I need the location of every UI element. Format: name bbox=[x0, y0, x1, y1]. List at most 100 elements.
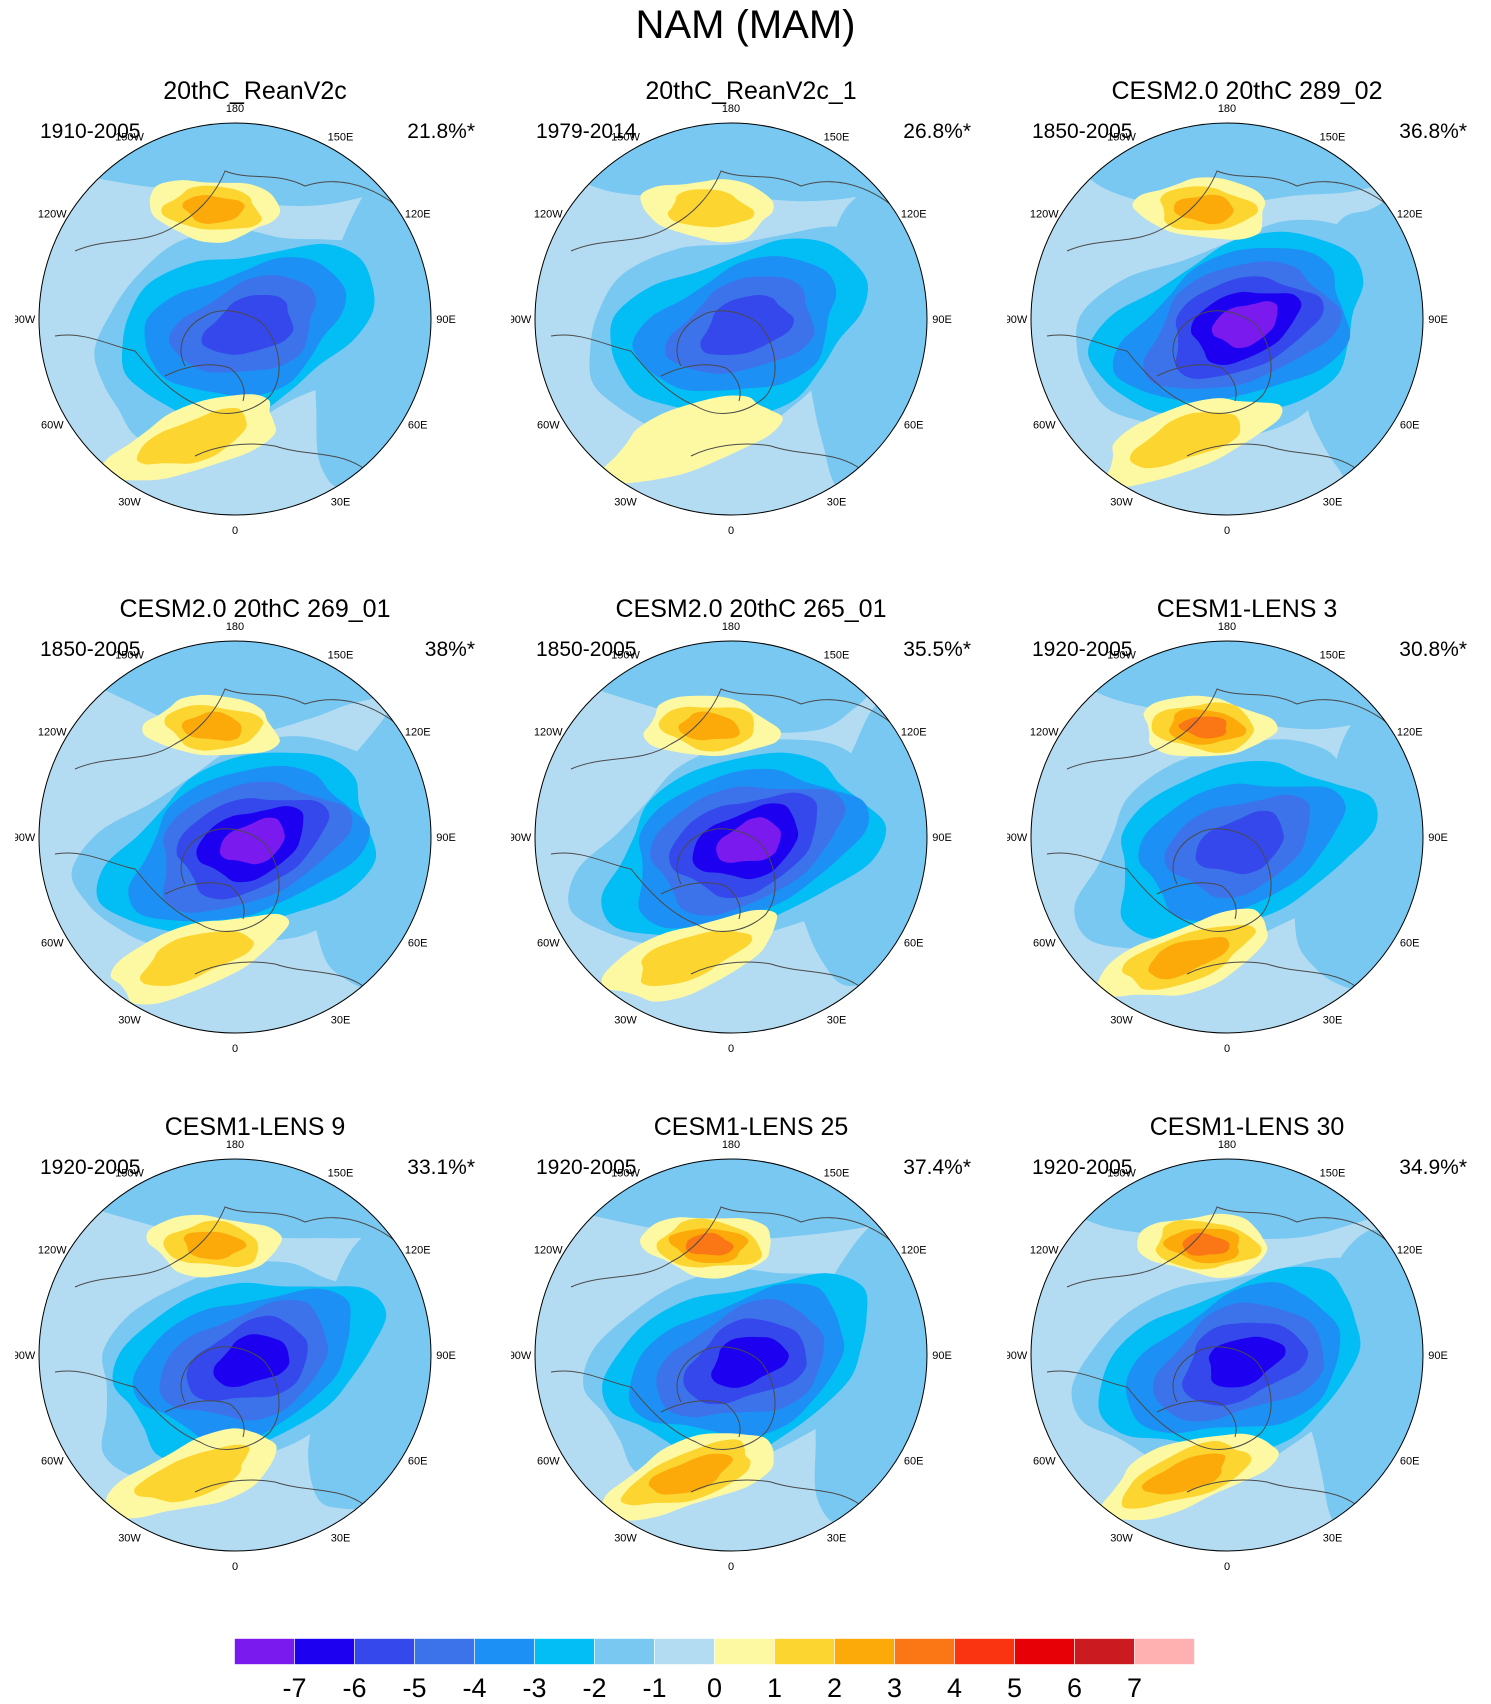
contour-region bbox=[1195, 810, 1284, 875]
longitude-label: 90E bbox=[932, 314, 952, 326]
longitude-label: 150W bbox=[115, 131, 144, 143]
polar-map: 180 150E 120E 90E 60E 30E 0 30W 60W 90W 120W 150W bbox=[15, 103, 456, 537]
longitude-label: 90E bbox=[1428, 1350, 1448, 1362]
longitude-label: 30E bbox=[331, 1533, 351, 1545]
colorbar-swatch bbox=[594, 1638, 655, 1665]
panel-variance: 21.8%* bbox=[407, 120, 475, 143]
longitude-label: 60W bbox=[1033, 938, 1056, 950]
map-boundary bbox=[1030, 122, 1424, 516]
contour-region bbox=[648, 1453, 733, 1495]
colorbar: -7 -6 -5 -4 -3 -2 -1 0 1 2 3 4 5 6 7 bbox=[234, 1638, 1195, 1703]
longitude-label: 90W bbox=[511, 314, 532, 326]
coastline bbox=[164, 1400, 245, 1438]
contour-region bbox=[535, 1159, 927, 1240]
contour-region bbox=[1034, 123, 1415, 208]
polar-map: 180 150E 120E 90E 60E 30E 0 30W 60W 90W 120W 150W bbox=[511, 1139, 952, 1573]
contour-region bbox=[41, 641, 421, 733]
contour-region bbox=[39, 1159, 419, 1239]
colorbar-swatch bbox=[474, 1638, 535, 1665]
coastline bbox=[1156, 1400, 1237, 1438]
longitude-label: 90W bbox=[1007, 314, 1028, 326]
longitude-label: 30W bbox=[118, 497, 141, 509]
panel-period: 1920-2005 bbox=[536, 1156, 637, 1179]
longitude-label: 180 bbox=[1218, 1139, 1236, 1151]
map-panel: CESM2.0 20thC 265_01 1850-2005 35.5%* 18… bbox=[511, 594, 991, 1114]
contour-region bbox=[1182, 1232, 1230, 1256]
map-panel: CESM1-LENS 9 1920-2005 33.1%* 180 150E 120… bbox=[15, 1112, 495, 1632]
panel-period: 1910-2005 bbox=[40, 120, 141, 143]
colorbar-tick-label: -2 bbox=[582, 1673, 606, 1703]
longitude-label: 120W bbox=[534, 209, 563, 221]
contour-region bbox=[183, 1231, 247, 1260]
longitude-label: 30W bbox=[1110, 497, 1133, 509]
contour-region bbox=[667, 189, 755, 228]
colorbar-tick-label: 1 bbox=[767, 1673, 782, 1703]
map-panel: CESM1-LENS 3 1920-2005 30.8%* 180 150E 120… bbox=[1007, 594, 1487, 1114]
contour-region bbox=[685, 1232, 734, 1256]
map-panel: CESM1-LENS 30 1920-2005 34.9%* 180 150E 12… bbox=[1007, 1112, 1487, 1632]
longitude-label: 30E bbox=[827, 497, 847, 509]
contour-region bbox=[1038, 1159, 1423, 1240]
panel-period: 1920-2005 bbox=[40, 1156, 141, 1179]
coastline bbox=[1066, 1206, 1418, 1303]
longitude-label: 150W bbox=[1107, 1167, 1136, 1179]
longitude-label: 0 bbox=[1224, 525, 1230, 537]
colorbar-swatch bbox=[294, 1638, 355, 1665]
panel-title: CESM1-LENS 25 bbox=[653, 1113, 849, 1141]
coastline bbox=[570, 1206, 922, 1303]
coastline bbox=[1066, 170, 1418, 267]
longitude-label: 120E bbox=[1397, 727, 1423, 739]
contour-region bbox=[219, 817, 285, 865]
contour-region bbox=[1129, 412, 1241, 469]
panel-variance: 26.8%* bbox=[903, 120, 971, 143]
contour-region bbox=[1178, 716, 1227, 739]
map-boundary bbox=[1030, 640, 1424, 1034]
longitude-label: 120E bbox=[901, 1245, 927, 1257]
longitude-label: 60W bbox=[537, 420, 560, 432]
colorbar-tick-label: -7 bbox=[282, 1673, 306, 1703]
panel-variance: 35.5%* bbox=[903, 638, 971, 661]
colorbar-tick-label: -3 bbox=[522, 1673, 546, 1703]
longitude-label: 0 bbox=[728, 1043, 734, 1055]
map-boundary bbox=[38, 1158, 432, 1552]
longitude-label: 60W bbox=[537, 1456, 560, 1468]
polar-map: 180 150E 120E 90E 60E 30E 0 30W 60W 90W 120W 150W bbox=[15, 1139, 456, 1573]
polar-map: 180 150E 120E 90E 60E 30E 0 30W 60W 90W 120W 150W bbox=[511, 103, 952, 537]
longitude-label: 30E bbox=[1323, 497, 1343, 509]
map-panel: CESM2.0 20thC 269_01 1850-2005 38%* 180 1… bbox=[15, 594, 495, 1114]
colorbar-swatch bbox=[654, 1638, 715, 1665]
contour-region bbox=[136, 407, 247, 465]
contour-region bbox=[716, 817, 781, 863]
longitude-label: 30W bbox=[1110, 1015, 1133, 1027]
polar-map: 180 150E 120E 90E 60E 30E 0 30W 60W 90W 120W 150W bbox=[15, 621, 456, 1055]
contour-region bbox=[1141, 1453, 1226, 1495]
map-panel: 20thC_ReanV2c 1910-2005 21.8%* 180 150E 12… bbox=[15, 76, 495, 596]
polar-map: 180 150E 120E 90E 60E 30E 0 30W 60W 90W 120W 150W bbox=[1007, 1139, 1448, 1573]
longitude-label: 30E bbox=[827, 1533, 847, 1545]
longitude-label: 60W bbox=[537, 938, 560, 950]
longitude-label: 90W bbox=[511, 832, 532, 844]
longitude-label: 90E bbox=[1428, 314, 1448, 326]
longitude-label: 120W bbox=[534, 727, 563, 739]
colorbar-swatch bbox=[234, 1638, 295, 1665]
colorbar-swatch bbox=[414, 1638, 475, 1665]
longitude-label: 120E bbox=[405, 1245, 431, 1257]
longitude-label: 150W bbox=[1107, 131, 1136, 143]
contour-region bbox=[182, 195, 245, 224]
longitude-label: 60W bbox=[1033, 420, 1056, 432]
panel-period: 1850-2005 bbox=[40, 638, 141, 661]
longitude-label: 30W bbox=[614, 1015, 637, 1027]
longitude-label: 30W bbox=[614, 497, 637, 509]
panel-period: 1979-2014 bbox=[536, 120, 637, 143]
colorbar-tick-label: -1 bbox=[642, 1673, 666, 1703]
coastline bbox=[1046, 1346, 1272, 1450]
coastline bbox=[1156, 364, 1237, 402]
longitude-label: 90E bbox=[1428, 832, 1448, 844]
polar-map: 180 150E 120E 90E 60E 30E 0 30W 60W 90W 120W 150W bbox=[511, 621, 952, 1055]
colorbar-swatch bbox=[954, 1638, 1015, 1665]
longitude-label: 0 bbox=[232, 525, 238, 537]
panel-title: CESM1-LENS 9 bbox=[164, 1113, 346, 1141]
coastline bbox=[660, 882, 741, 920]
longitude-label: 120W bbox=[534, 1245, 563, 1257]
longitude-label: 120W bbox=[1030, 1245, 1059, 1257]
